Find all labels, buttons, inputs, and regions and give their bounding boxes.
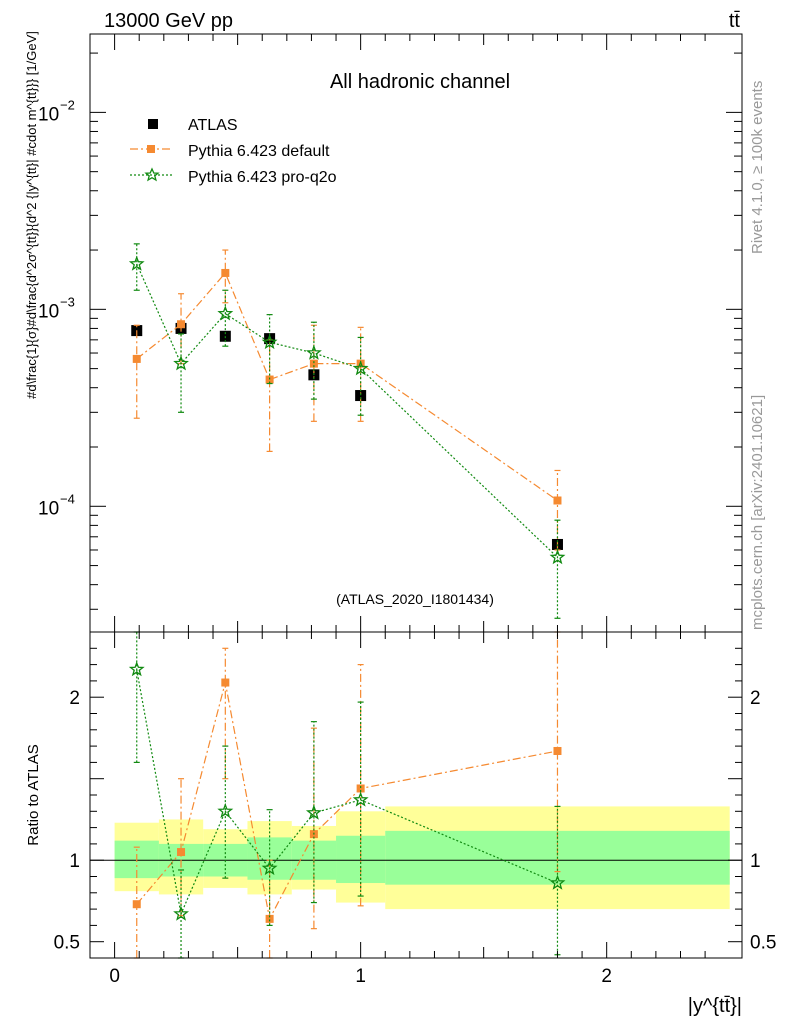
main-pythia-6-423-pro-q2o-point [549,549,566,565]
ratio-pythia-6-423-default-point [221,678,230,687]
main-pythia-6-423-default-line [136,271,558,501]
ratio-pythia-6-423-default-point [177,848,186,857]
x-tick-label: 0 [109,966,120,987]
main-pythia-6-423-default-point [265,375,274,384]
ratio-pythia-6-423-default-point [265,914,274,923]
legend-label-atlas: ATLAS [188,117,238,134]
legend-label-default: Pythia 6.423 default [188,143,330,160]
main-pythia-6-423-pro-q2o-point [217,305,234,321]
ratio-pythia-6-423-default-point [132,900,141,909]
main-y-tick-label: 10 [38,104,59,125]
main-pythia-6-423-default-point [132,354,141,363]
main-plot-panel: All hadronic channel (ATLAS_2020_I180143… [24,31,566,619]
main-y-axis-title: #d\frac{1}{σ}#d\frac{d^2σ^{tt}}{d^2 {|y^… [24,31,39,399]
mcplots-label: mcplots.cern.ch [arXiv:2401.10621] [749,395,766,630]
rivet-version-label: Rivet 4.1.0, ≥ 100k events [749,81,766,254]
x-tick-label: 2 [601,966,612,987]
x-tick-label: 1 [355,966,366,987]
ratio-y-tick-label: 0.5 [54,933,80,954]
ratio-pythia-6-423-pro-q2o-point [305,804,322,820]
ratio-plot-panel: Ratio to ATLAS |y^{tt̄}| [25,631,742,1017]
legend-marker-atlas [148,119,158,129]
ratio-y-tick-label-right: 0.5 [750,933,776,954]
ratio-y-tick-label-right: 1 [750,851,761,872]
process-label: tt̄ [729,10,741,32]
ratio-pythia-6-423-pro-q2o-point [352,791,369,807]
main-atlas-point [355,390,367,402]
main-pythia-6-423-default-point [221,268,230,277]
main-y-tick-label: 10 [38,301,59,322]
ratio-y-tick-label: 2 [69,688,80,709]
ratio-pythia-6-423-pro-q2o-point [128,661,145,677]
energy-label: 13000 GeV pp [104,10,233,32]
main-pythia-6-423-pro-q2o-point [173,355,189,371]
analysis-id-label: (ATLAS_2020_I1801434) [336,591,494,607]
main-pythia-6-423-default-point [309,359,318,368]
ratio-pythia-6-423-pro-q2o-point [173,905,189,921]
main-pythia-6-423-pro-q2o-point [128,255,145,271]
main-y-tick-exponent: −4 [60,491,75,506]
main-y-tick-exponent: −2 [60,97,75,112]
main-pythia-6-423-pro-q2o-point [305,344,322,360]
main-pythia-6-423-default-point [177,320,186,329]
x-axis-title: |y^{tt̄}| [688,995,742,1017]
main-plot-title: All hadronic channel [330,71,510,93]
legend-label-pro-q2o: Pythia 6.423 pro-q2o [188,169,337,186]
legend: ATLAS Pythia 6.423 default Pythia 6.423 … [130,117,337,186]
main-pythia-6-423-pro-q2o-point [261,333,278,350]
ratio-pythia-6-423-default-point [356,784,365,793]
main-pythia-6-423-default-point [553,496,562,505]
ratio-y-axis-title: Ratio to ATLAS [25,744,42,845]
ratio-pythia-6-423-pro-q2o-point [549,874,566,890]
ratio-y-tick-label: 1 [69,851,80,872]
main-pythia-6-423-pro-q2o-point [352,360,369,376]
main-pythia-6-423-pro-q2o-line [136,263,558,558]
legend-marker-default [147,145,155,153]
ratio-pythia-6-423-default-point [553,746,562,755]
main-y-tick-exponent: −3 [60,294,75,309]
ratio-pythia-6-423-pro-q2o-point [217,802,234,819]
ratio-y-tick-label-right: 2 [750,688,761,709]
ratio-pythia-6-423-pro-q2o-point [261,860,278,876]
main-y-tick-label: 10 [38,498,59,519]
legend-marker-pro-q2o [144,167,160,182]
